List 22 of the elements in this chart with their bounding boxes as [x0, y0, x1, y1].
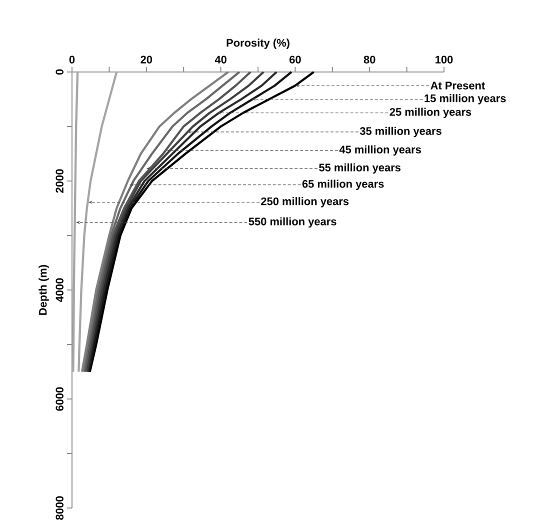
x-tick-label: 80 [364, 56, 376, 64]
annotation: At Present [430, 82, 485, 90]
y-tick-label: 2000 [56, 169, 64, 193]
y-tick-label: 8000 [56, 496, 64, 520]
annotation: 25 million years [390, 108, 472, 118]
y-tick-label: 0 [56, 69, 64, 75]
x-tick-label: 100 [436, 56, 453, 64]
x-tick-label: 60 [290, 56, 301, 64]
annotation: 35 million years [360, 126, 442, 138]
x-tick-label: 20 [140, 56, 152, 64]
annotation: 15 million years [424, 94, 506, 104]
annotation: 55 million years [319, 163, 400, 174]
y-axis-title: Depth (m) [38, 264, 49, 315]
annotation: 550 million years [248, 217, 336, 228]
annotation: 45 million years [339, 145, 421, 156]
y-tick-label: 4000 [56, 278, 64, 302]
annotation: 250 million years [261, 197, 349, 208]
annotation: 65 million years [302, 180, 384, 190]
x-tick-label: 40 [214, 56, 226, 64]
x-axis-title: Porosity (%) [226, 38, 290, 49]
y-tick-label: 6000 [56, 387, 64, 411]
x-tick-label: 0 [69, 56, 75, 64]
